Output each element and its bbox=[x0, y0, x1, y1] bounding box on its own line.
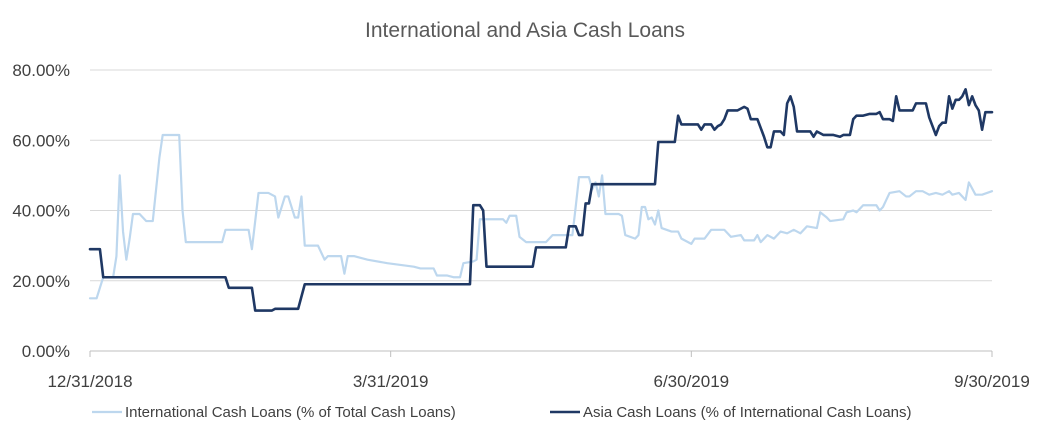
x-tick-label: 9/30/2019 bbox=[954, 372, 1030, 391]
y-tick-label: 40.00% bbox=[12, 202, 70, 221]
x-tick-label: 6/30/2019 bbox=[654, 372, 730, 391]
x-tick-label: 12/31/2018 bbox=[47, 372, 132, 391]
series-layer bbox=[88, 88, 994, 312]
legend-label: International Cash Loans (% of Total Cas… bbox=[125, 404, 456, 421]
x-axis: 12/31/2018 3/31/2019 6/30/2019 9/30/2019 bbox=[47, 350, 1030, 391]
y-tick-label: 20.00% bbox=[12, 272, 70, 291]
x-tick-label: 3/31/2019 bbox=[353, 372, 429, 391]
gridlines bbox=[90, 69, 992, 282]
y-tick-label: 0.00% bbox=[22, 342, 70, 361]
y-axis-tick-labels: 0.00% 20.00% 40.00% 60.00% 80.00% bbox=[12, 61, 70, 361]
y-tick-label: 60.00% bbox=[12, 131, 70, 150]
legend: International Cash Loans (% of Total Cas… bbox=[92, 404, 912, 421]
legend-label: Asia Cash Loans (% of International Cash… bbox=[583, 404, 912, 421]
chart-title: International and Asia Cash Loans bbox=[365, 19, 685, 42]
series-line-international bbox=[88, 133, 994, 300]
y-tick-label: 80.00% bbox=[12, 61, 70, 80]
series-line-asia bbox=[88, 88, 994, 312]
